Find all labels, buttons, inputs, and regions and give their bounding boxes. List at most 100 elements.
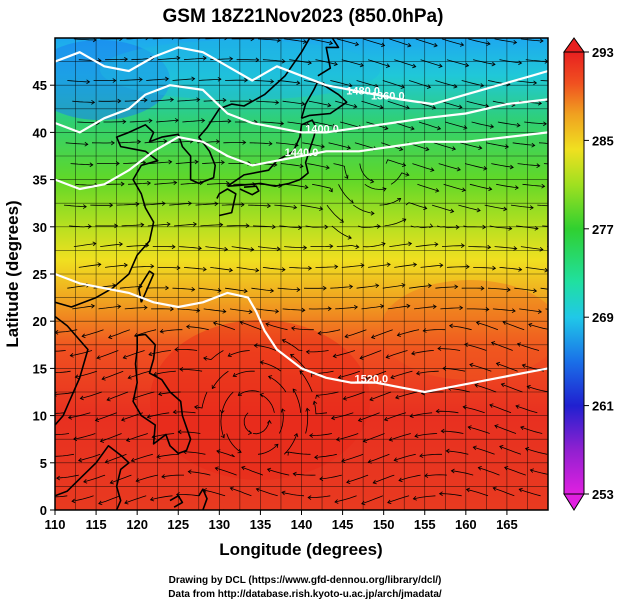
streamline-arrowhead — [270, 79, 275, 84]
streamline-arrowhead — [224, 38, 229, 41]
streamline-arrowhead — [492, 265, 497, 271]
streamline — [491, 163, 514, 168]
streamline — [275, 142, 299, 146]
streamline — [394, 453, 416, 461]
y-axis-ticks: 0 5 10 15 20 25 30 35 40 45 — [33, 78, 55, 518]
streamline — [292, 388, 302, 413]
streamline — [274, 204, 297, 208]
streamline-arrowhead — [398, 477, 403, 483]
streamline — [420, 264, 443, 268]
streamline — [248, 204, 271, 207]
streamline — [132, 391, 155, 399]
streamline-arrowhead — [491, 61, 496, 67]
streamline — [359, 350, 382, 359]
streamline-arrowhead — [242, 140, 247, 145]
streamline — [367, 59, 390, 67]
streamline — [313, 121, 336, 128]
streamline-arrowhead — [472, 445, 477, 451]
contour-label: 1400.0 — [305, 123, 339, 135]
streamline-arrowhead — [402, 218, 407, 223]
streamline — [489, 404, 512, 414]
streamline — [123, 350, 145, 359]
streamline-arrowhead — [143, 97, 148, 103]
streamline — [260, 361, 282, 372]
streamline — [435, 286, 458, 289]
streamline-arrowhead — [556, 204, 559, 208]
streamline — [277, 80, 300, 84]
streamline-arrowhead — [434, 242, 439, 247]
streamline — [361, 495, 383, 505]
streamline — [466, 100, 489, 107]
streamline — [229, 308, 253, 313]
streamline — [293, 473, 316, 476]
streamline-arrowhead — [412, 496, 417, 501]
streamline-arrowhead — [409, 413, 414, 419]
streamline — [283, 433, 298, 455]
streamline — [231, 246, 254, 251]
streamline — [156, 119, 179, 123]
streamline — [359, 163, 374, 183]
streamline-arrowhead — [485, 307, 490, 312]
streamline — [172, 78, 195, 81]
streamline — [358, 412, 380, 422]
streamline — [80, 391, 102, 399]
streamline-arrowhead — [255, 267, 260, 273]
streamline-arrowhead — [406, 303, 411, 309]
streamline — [291, 327, 314, 331]
coastline — [317, 38, 340, 77]
streamline — [73, 38, 97, 41]
streamline — [175, 161, 198, 164]
streamline-arrowhead — [161, 474, 166, 479]
streamline — [282, 100, 305, 105]
streamline — [281, 491, 305, 497]
streamline — [398, 474, 421, 481]
streamline — [176, 494, 199, 497]
streamline-arrowhead — [450, 468, 455, 474]
streamline-arrowhead — [193, 404, 199, 410]
y-tick-label: 30 — [33, 220, 47, 235]
streamline-arrowhead — [83, 479, 88, 484]
streamline — [210, 267, 233, 271]
streamline — [73, 433, 96, 440]
plot-area: 1360.0 1400.0 1440.0 1480.0 1520.0 — [55, 38, 559, 510]
streamline — [358, 225, 381, 228]
streamline — [368, 453, 390, 463]
streamline — [300, 204, 323, 210]
streamline-arrowhead — [401, 283, 406, 288]
streamline — [251, 80, 274, 82]
streamline — [446, 266, 470, 268]
streamline-arrowhead — [539, 38, 544, 44]
streamline — [308, 495, 331, 498]
streamline — [431, 204, 454, 212]
streamline — [530, 469, 548, 475]
streamline — [438, 348, 461, 351]
streamline-arrowhead — [94, 417, 100, 422]
streamline-arrowhead — [202, 55, 207, 61]
streamline — [474, 384, 497, 393]
streamline-arrowhead — [437, 346, 442, 351]
streamline-arrowhead — [478, 145, 483, 150]
streamline — [55, 350, 66, 352]
streamline-arrowhead — [399, 146, 404, 152]
streamline-arrowhead — [509, 164, 514, 170]
streamline — [307, 163, 330, 169]
figure-title: GSM 18Z21Nov2023 (850.0hPa) — [163, 6, 444, 27]
streamline-arrowhead — [255, 487, 260, 492]
streamline — [261, 121, 284, 125]
streamline-arrowhead — [425, 146, 430, 152]
streamline-arrowhead — [329, 244, 334, 249]
streamline-arrowhead — [492, 486, 497, 491]
streamline — [194, 391, 208, 409]
streamline-arrowhead — [179, 366, 184, 372]
coastline — [132, 333, 192, 455]
streamline — [203, 350, 224, 361]
streamline-arrowhead — [489, 124, 495, 129]
streamline — [174, 223, 197, 227]
streamline-arrowhead — [516, 342, 522, 347]
streamline — [436, 410, 459, 414]
streamline — [330, 286, 353, 289]
streamline — [415, 38, 438, 47]
streamline — [202, 162, 225, 164]
streamline-arrowhead — [448, 323, 454, 329]
streamline-arrowhead — [202, 266, 207, 272]
